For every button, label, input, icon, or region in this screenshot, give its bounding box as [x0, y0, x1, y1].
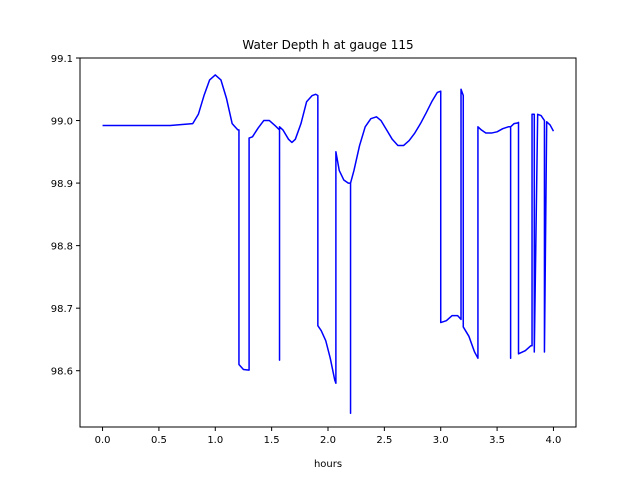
x-tick-label: 1.0 — [207, 435, 223, 446]
x-axis: 0.0 0.5 1.0 1.5 2.0 2.5 3.0 3.5 4.0 — [95, 427, 562, 446]
y-axis: 98.6 98.7 98.8 98.9 99.0 99.1 — [51, 54, 80, 378]
y-tick-label: 99.0 — [51, 117, 73, 128]
y-tick-label: 98.9 — [51, 179, 73, 190]
x-axis-label: hours — [314, 459, 342, 470]
y-tick-label: 98.7 — [51, 304, 73, 315]
x-tick-label: 3.0 — [433, 435, 449, 446]
x-tick-label: 0.0 — [95, 435, 111, 446]
x-tick-label: 3.5 — [489, 435, 505, 446]
x-tick-label: 4.0 — [546, 435, 562, 446]
series-line-0 — [102, 74, 555, 414]
plot-frame — [79, 57, 577, 428]
y-tick-label: 98.8 — [51, 242, 73, 253]
x-tick-label: 0.5 — [151, 435, 167, 446]
x-tick-label: 2.0 — [320, 435, 336, 446]
x-tick-label: 1.5 — [264, 435, 280, 446]
y-tick-label: 98.6 — [51, 367, 73, 378]
x-tick-label: 2.5 — [376, 435, 392, 446]
y-tick-label: 99.1 — [51, 54, 73, 65]
chart-title: Water Depth h at gauge 115 — [242, 38, 413, 52]
plot-area — [102, 74, 555, 414]
